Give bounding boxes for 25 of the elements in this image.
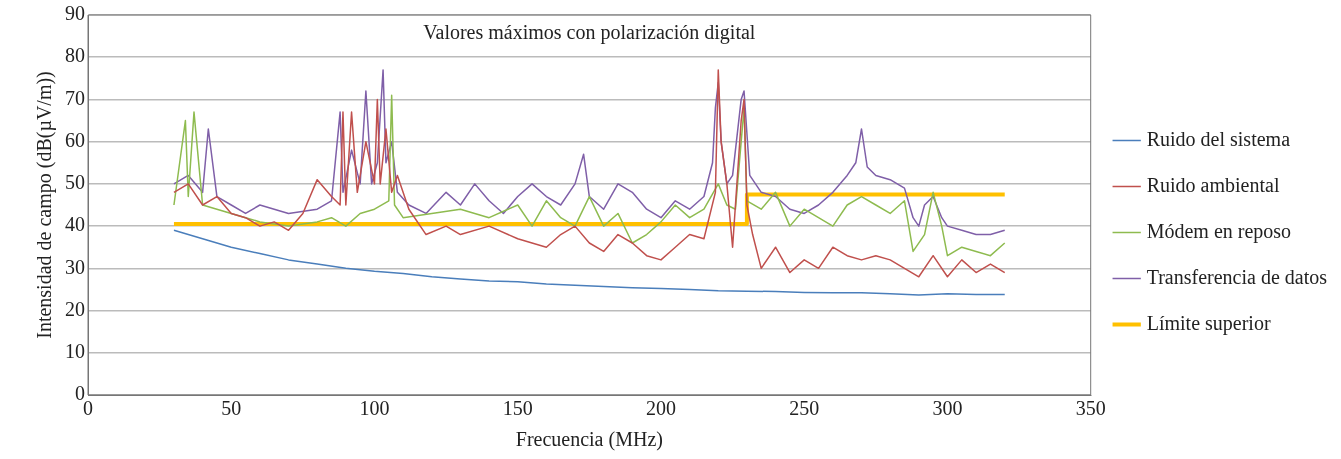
chart-title: Valores máximos con polarización digital bbox=[421, 21, 758, 44]
x-tick-label: 50 bbox=[221, 397, 242, 420]
x-tick-label: 250 bbox=[789, 397, 820, 420]
x-axis-title: Frecuencia (MHz) bbox=[515, 428, 663, 452]
y-tick-label: 20 bbox=[65, 297, 85, 320]
y-tick-label: 30 bbox=[65, 255, 85, 278]
y-axis-title: Intensidad de campo (dB(µV/m)) bbox=[33, 71, 57, 339]
legend-label: Módem en reposo bbox=[1146, 219, 1292, 243]
legend-label: Límite superior bbox=[1146, 311, 1271, 335]
legend-label: Ruido ambiental bbox=[1146, 173, 1280, 196]
x-tick-label: 100 bbox=[359, 397, 390, 420]
y-tick-label: 70 bbox=[65, 86, 85, 109]
y-tick-label: 0 bbox=[75, 382, 85, 405]
y-tick-label: 90 bbox=[65, 2, 85, 25]
y-tick-label: 60 bbox=[65, 128, 85, 151]
x-tick-label: 300 bbox=[932, 397, 963, 420]
y-tick-label: 50 bbox=[65, 171, 85, 194]
y-tick-label: 10 bbox=[65, 340, 85, 363]
legend-label: Transferencia de datos bbox=[1146, 265, 1328, 288]
x-tick-label: 200 bbox=[645, 397, 676, 420]
x-tick-label: 150 bbox=[502, 397, 533, 420]
legend-label: Ruido del sistema bbox=[1146, 127, 1291, 150]
y-tick-label: 80 bbox=[65, 44, 85, 67]
y-tick-label: 40 bbox=[65, 213, 85, 236]
x-tick-label: 350 bbox=[1075, 397, 1106, 420]
